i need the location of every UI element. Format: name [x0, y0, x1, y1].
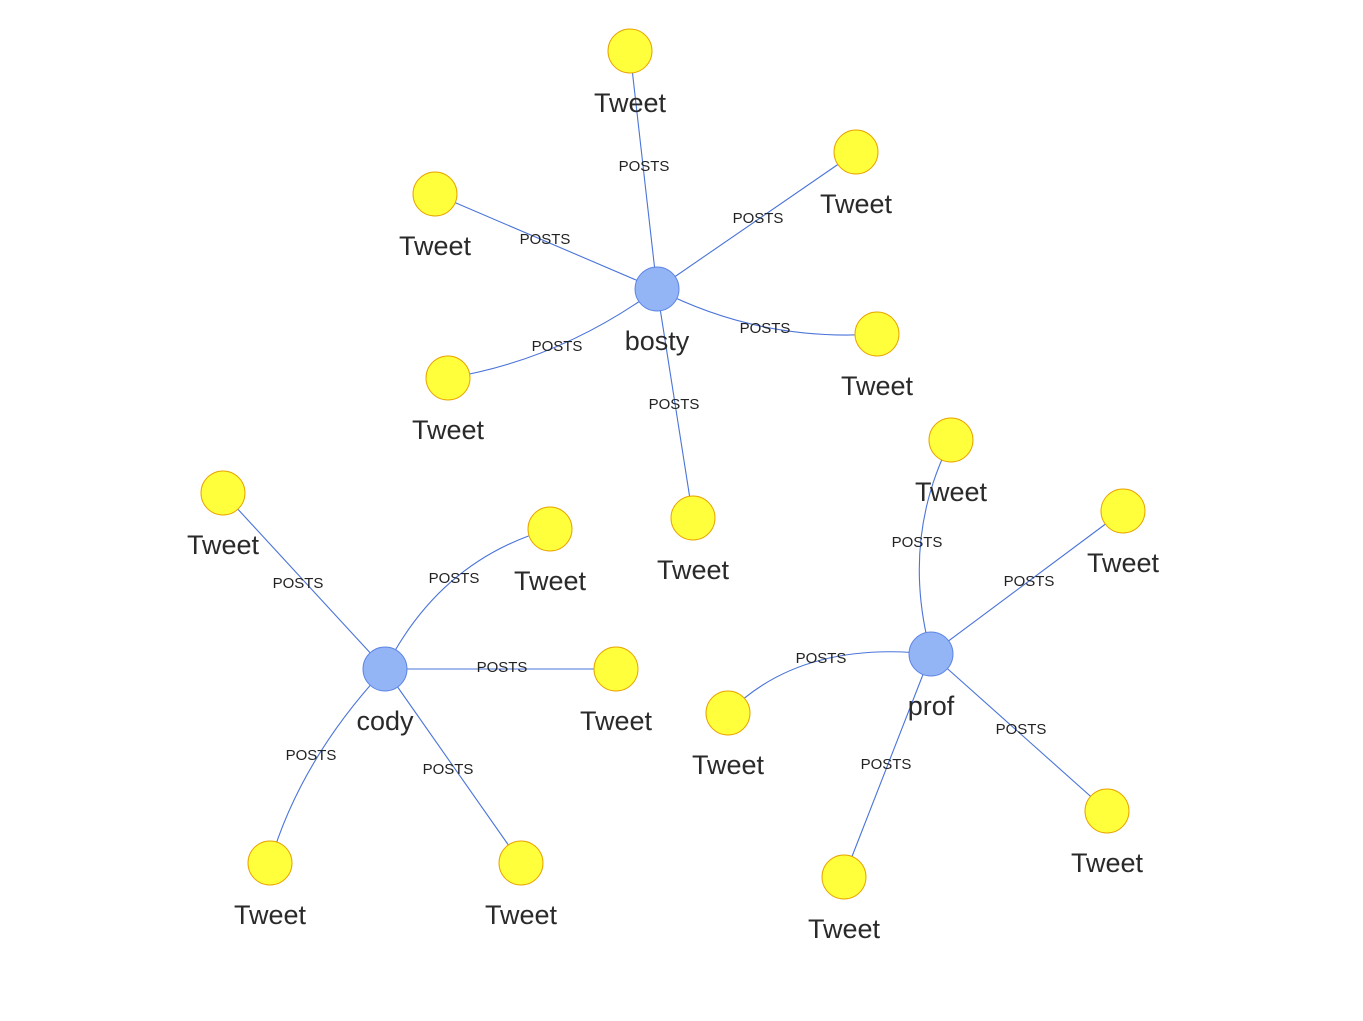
edge-cody-c2[interactable]: [384, 528, 551, 670]
tweet-node-circle-p4[interactable]: [1084, 788, 1130, 834]
tweet-node-circle-c1[interactable]: [200, 470, 246, 516]
edge-label-cody-c4: POSTS: [286, 747, 337, 764]
tweet-node-label-p4: Tweet: [1071, 848, 1144, 878]
tweet-node-p4[interactable]: Tweet: [1071, 788, 1144, 878]
edge-prof-p3[interactable]: [727, 651, 932, 714]
edge-bosty-b3[interactable]: [434, 193, 658, 290]
tweet-node-circle-b1[interactable]: [607, 28, 653, 74]
edge-label-bosty-b1: POSTS: [619, 158, 670, 175]
tweet-node-label-b6: Tweet: [657, 555, 730, 585]
user-node-circle-bosty[interactable]: [634, 266, 680, 312]
edge-labels-layer: POSTS POSTS POSTS POSTS POSTS POSTS POSTS POSTS…: [273, 158, 1055, 778]
edge-label-prof-p5: POSTS: [861, 756, 912, 773]
tweet-node-b2[interactable]: Tweet: [820, 129, 893, 219]
tweet-node-circle-b3[interactable]: [412, 171, 458, 217]
edge-label-cody-c5: POSTS: [423, 761, 474, 778]
tweet-node-p3[interactable]: Tweet: [692, 690, 765, 780]
tweet-node-label-b4: Tweet: [841, 371, 914, 401]
user-node-cody[interactable]: cody: [356, 646, 414, 736]
edge-label-bosty-b3: POSTS: [520, 231, 571, 248]
edge-label-cody-c2: POSTS: [429, 570, 480, 587]
nodes-layer: Tweet Tweet Tweet Tweet Tweet Tweet Tweet Tweet…: [187, 28, 1160, 944]
tweet-node-label-b5: Tweet: [412, 415, 485, 445]
tweet-node-p2[interactable]: Tweet: [1087, 488, 1160, 578]
edge-label-bosty-b5: POSTS: [532, 338, 583, 355]
edge-label-prof-p4: POSTS: [996, 721, 1047, 738]
edge-cody-c4[interactable]: [269, 668, 386, 864]
tweet-node-label-c4: Tweet: [234, 900, 307, 930]
tweet-node-b6[interactable]: Tweet: [657, 495, 730, 585]
tweet-node-b5[interactable]: Tweet: [412, 355, 485, 445]
edge-bosty-b2[interactable]: [656, 151, 857, 290]
tweet-node-c3[interactable]: Tweet: [580, 646, 653, 736]
user-node-prof[interactable]: prof: [908, 631, 955, 721]
tweet-node-label-c1: Tweet: [187, 530, 260, 560]
edge-label-prof-p3: POSTS: [796, 650, 847, 667]
user-node-circle-cody[interactable]: [362, 646, 408, 692]
edge-prof-p1[interactable]: [918, 439, 952, 655]
edge-label-cody-c3: POSTS: [477, 659, 528, 676]
tweet-node-label-c5: Tweet: [485, 900, 558, 930]
tweet-node-c1[interactable]: Tweet: [187, 470, 260, 560]
tweet-node-circle-b6[interactable]: [670, 495, 716, 541]
tweet-node-label-b3: Tweet: [399, 231, 472, 261]
tweet-node-circle-c4[interactable]: [247, 840, 293, 886]
tweet-node-circle-p5[interactable]: [821, 854, 867, 900]
edge-label-bosty-b2: POSTS: [733, 210, 784, 227]
user-node-label-prof: prof: [908, 691, 955, 721]
edge-cody-c5[interactable]: [384, 668, 522, 864]
user-node-label-cody: cody: [356, 706, 414, 736]
tweet-node-label-p3: Tweet: [692, 750, 765, 780]
tweet-node-b3[interactable]: Tweet: [399, 171, 472, 261]
tweet-node-c4[interactable]: Tweet: [234, 840, 307, 930]
tweet-node-b4[interactable]: Tweet: [841, 311, 914, 401]
tweet-node-label-b1: Tweet: [594, 88, 667, 118]
edge-bosty-b5[interactable]: [447, 288, 658, 379]
tweet-node-label-p5: Tweet: [808, 914, 881, 944]
tweet-node-circle-p2[interactable]: [1100, 488, 1146, 534]
edges-layer: [222, 50, 1124, 878]
tweet-node-circle-b5[interactable]: [425, 355, 471, 401]
user-node-circle-prof[interactable]: [908, 631, 954, 677]
edge-bosty-b6[interactable]: [656, 288, 694, 519]
edge-label-bosty-b6: POSTS: [649, 396, 700, 413]
tweet-node-p5[interactable]: Tweet: [808, 854, 881, 944]
edge-bosty-b4[interactable]: [656, 288, 878, 336]
edge-prof-p4[interactable]: [930, 653, 1108, 812]
tweet-node-circle-c3[interactable]: [593, 646, 639, 692]
edge-label-cody-c1: POSTS: [273, 575, 324, 592]
tweet-node-c2[interactable]: Tweet: [514, 506, 587, 596]
edge-label-bosty-b4: POSTS: [740, 320, 791, 337]
tweet-node-circle-p1[interactable]: [928, 417, 974, 463]
user-node-bosty[interactable]: bosty: [625, 266, 690, 356]
edge-prof-p2[interactable]: [930, 510, 1124, 655]
edge-cody-c1[interactable]: [222, 492, 386, 670]
edge-label-prof-p1: POSTS: [892, 534, 943, 551]
tweet-node-circle-c2[interactable]: [527, 506, 573, 552]
tweet-node-circle-b4[interactable]: [854, 311, 900, 357]
tweet-node-circle-b2[interactable]: [833, 129, 879, 175]
tweet-node-label-p2: Tweet: [1087, 548, 1160, 578]
edge-bosty-b1[interactable]: [629, 50, 658, 290]
tweet-node-label-b2: Tweet: [820, 189, 893, 219]
tweet-node-circle-c5[interactable]: [498, 840, 544, 886]
tweet-node-label-c3: Tweet: [580, 706, 653, 736]
tweet-node-c5[interactable]: Tweet: [485, 840, 558, 930]
tweet-node-label-c2: Tweet: [514, 566, 587, 596]
tweet-node-p1[interactable]: Tweet: [915, 417, 988, 507]
user-node-label-bosty: bosty: [625, 326, 690, 356]
edge-label-prof-p2: POSTS: [1004, 573, 1055, 590]
tweet-node-circle-p3[interactable]: [705, 690, 751, 736]
edge-prof-p5[interactable]: [843, 653, 932, 878]
tweet-node-label-p1: Tweet: [915, 477, 988, 507]
tweet-node-b1[interactable]: Tweet: [594, 28, 667, 118]
